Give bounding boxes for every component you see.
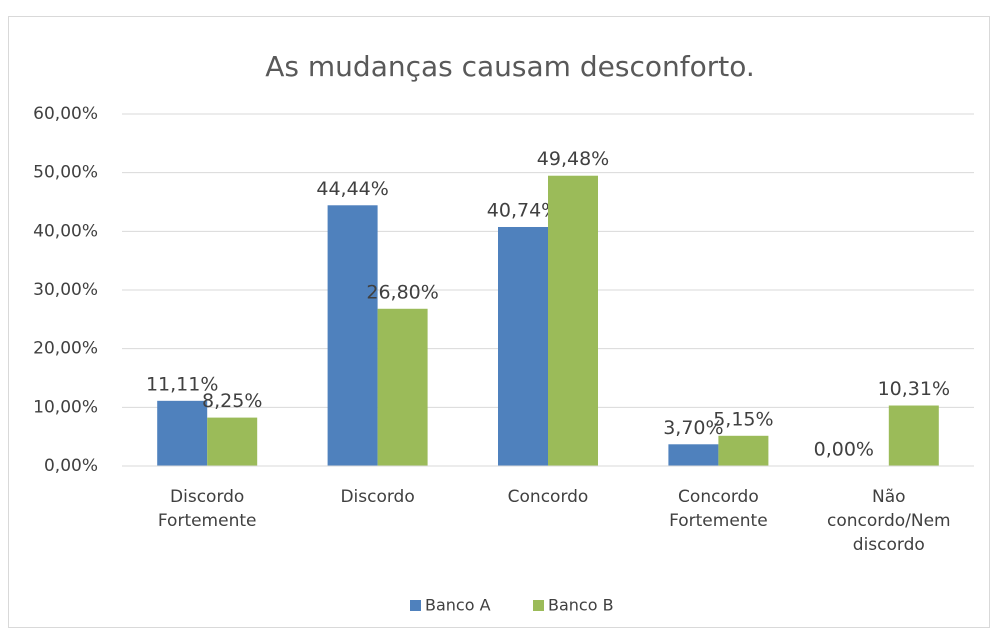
- bar: [548, 175, 598, 466]
- data-label: 11,11%: [146, 373, 218, 395]
- bar: [327, 205, 378, 466]
- x-tick-label: Discordo: [340, 487, 415, 507]
- x-tick-label: Concordo: [507, 487, 589, 507]
- x-tick-label: Discordo Fortemente: [157, 487, 257, 531]
- data-label: 5,15%: [713, 408, 773, 430]
- y-tick-label: 30,00%: [33, 280, 98, 300]
- data-label: 10,31%: [878, 378, 950, 400]
- y-tick-label: 10,00%: [33, 397, 98, 417]
- y-tick-label: 40,00%: [33, 221, 98, 241]
- y-tick-label: 60,00%: [33, 104, 98, 124]
- legend-swatch: [410, 600, 421, 611]
- x-tick-label: Concordo Fortemente: [669, 487, 768, 531]
- chart-title: As mudanças causam desconforto.: [265, 50, 754, 83]
- y-tick-label: 20,00%: [33, 339, 98, 359]
- data-label: 0,00%: [814, 439, 874, 461]
- x-tick-label: Não concordo/Nem discordo: [826, 487, 951, 555]
- bar: [377, 308, 428, 466]
- data-label: 26,80%: [366, 281, 438, 303]
- y-tick-label: 50,00%: [33, 163, 98, 183]
- bar: [718, 435, 769, 466]
- data-label: 49,48%: [537, 148, 609, 170]
- bar: [498, 226, 548, 466]
- legend-label: Banco A: [425, 596, 491, 615]
- data-label: 40,74%: [487, 199, 559, 221]
- y-tick-label: 0,00%: [44, 456, 98, 476]
- bar: [207, 417, 258, 466]
- legend-swatch: [533, 600, 544, 611]
- data-label: 3,70%: [663, 417, 723, 439]
- bar: [157, 400, 208, 466]
- data-label: 44,44%: [316, 178, 388, 200]
- legend-label: Banco B: [548, 596, 614, 615]
- data-label: 8,25%: [202, 390, 262, 412]
- bar: [668, 444, 719, 466]
- bar: [888, 405, 939, 466]
